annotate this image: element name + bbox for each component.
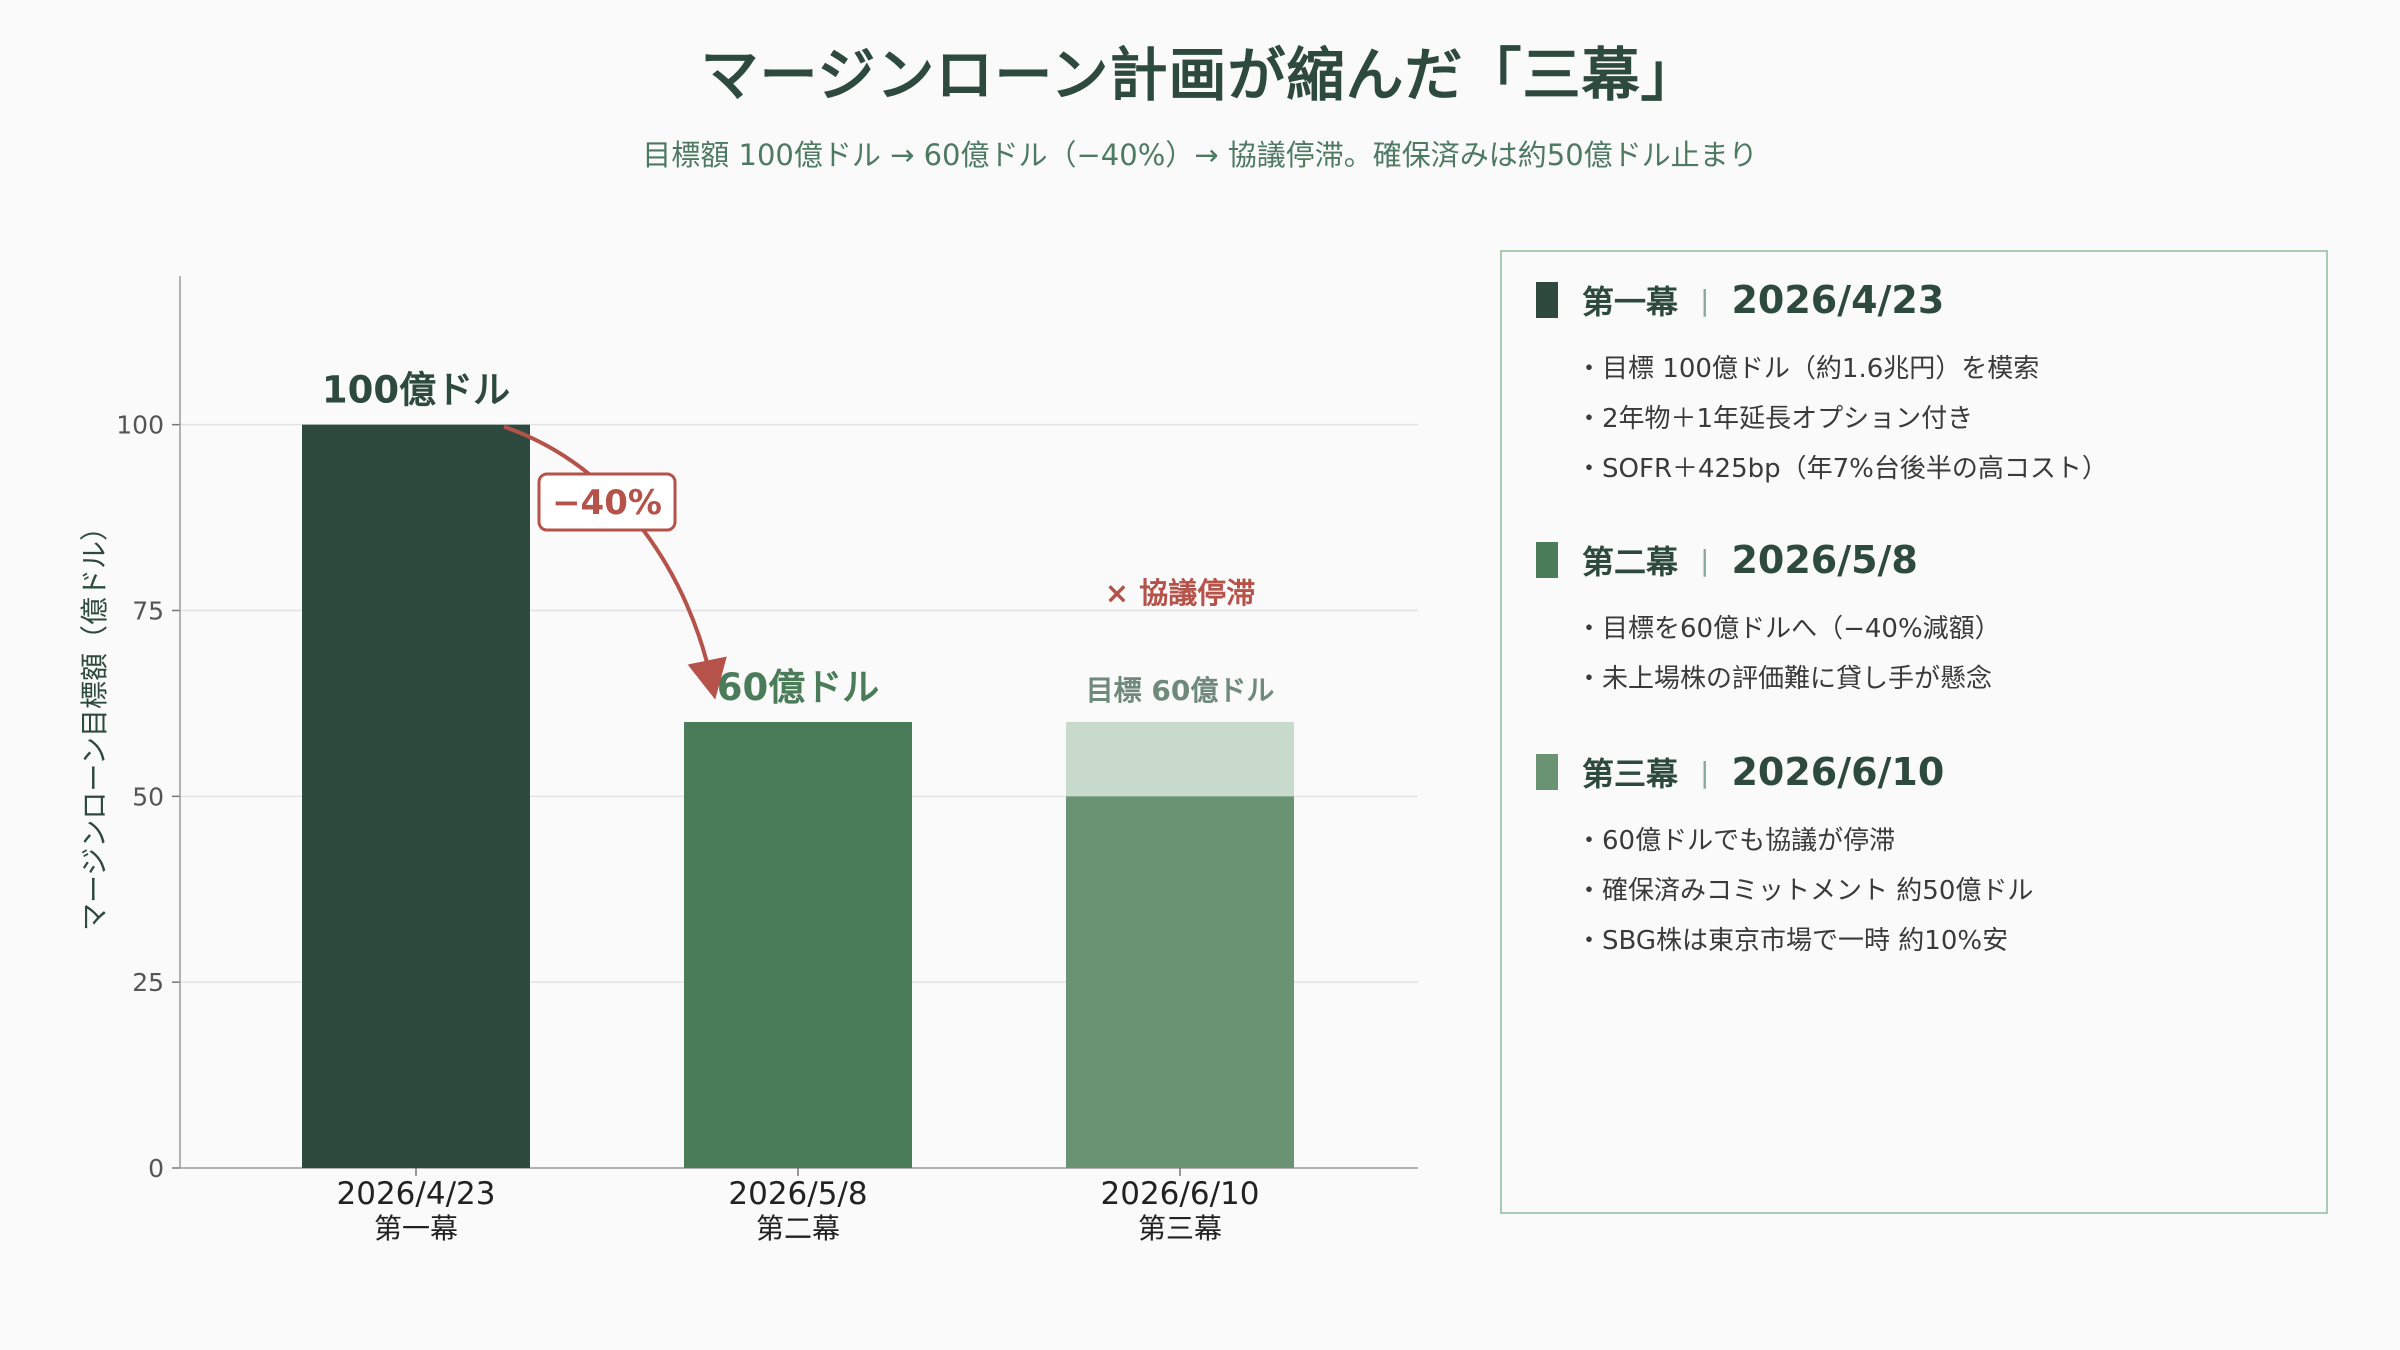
stage-2-name: 第二幕 xyxy=(1582,543,1679,581)
bar-2 xyxy=(684,722,912,1168)
y-axis-label: マージンローン目標額（億ドル） xyxy=(78,513,111,931)
bar-3 xyxy=(1066,796,1294,1168)
change-box xyxy=(537,472,677,532)
y-tick-label: 75 xyxy=(132,597,164,626)
stage-2-marker xyxy=(1536,542,1558,578)
stalled-annotation: × 協議停滞 xyxy=(1105,576,1255,610)
x-tick-date: 2026/6/10 xyxy=(1101,1176,1260,1212)
x-tick-stage: 第二幕 xyxy=(756,1212,840,1245)
stage-3-name: 第三幕 xyxy=(1582,755,1679,793)
bar-target-3 xyxy=(1066,722,1294,797)
stage-1-bullet-2: 2年物＋1年延長オプション付き xyxy=(1576,394,2108,444)
stage-3-block: 第三幕 | 2026/6/10 60億ドルでも協議が停滞 確保済みコミットメント… xyxy=(1536,748,2033,966)
page-title: マージンローン計画が縮んだ「三幕」 xyxy=(700,41,1700,109)
stage-1-bullet-1: 目標 100億ドル（約1.6兆円）を模索 xyxy=(1576,344,2108,394)
page-subtitle: 目標額 100億ドル → 60億ドル（−40%）→ 協議停滞。確保済みは約50億… xyxy=(642,138,1758,172)
stage-2-separator: | xyxy=(1700,543,1710,577)
timeline-panel: 第一幕 | 2026/4/23 目標 100億ドル（約1.6兆円）を模索 2年物… xyxy=(1500,250,2328,1214)
stage-3-date: 2026/6/10 xyxy=(1731,750,1945,794)
stage-2-date: 2026/5/8 xyxy=(1731,538,1918,582)
stage-2-block: 第二幕 | 2026/5/8 目標を60億ドルへ（−40%減額） 未上場株の評価… xyxy=(1536,536,2001,704)
bar-1 xyxy=(302,424,530,1169)
x-tick-date: 2026/4/23 xyxy=(337,1176,496,1212)
y-tick-label: 0 xyxy=(148,1154,164,1183)
stage-3-separator: | xyxy=(1700,755,1710,789)
data-label-2: 60億ドル xyxy=(717,666,880,709)
stage-1-name: 第一幕 xyxy=(1582,283,1679,321)
x-tick-date: 2026/5/8 xyxy=(728,1176,867,1212)
y-tick-label: 100 xyxy=(116,411,164,440)
stage-3-bullet-1: 60億ドルでも協議が停滞 xyxy=(1576,816,2033,866)
y-tick-label: 25 xyxy=(132,968,164,997)
stage-1-block: 第一幕 | 2026/4/23 目標 100億ドル（約1.6兆円）を模索 2年物… xyxy=(1536,276,2108,494)
stage-2-bullet-2: 未上場株の評価難に貸し手が懸念 xyxy=(1576,654,2001,704)
stage-3-bullet-3: SBG株は東京市場で一時 約10%安 xyxy=(1576,916,2033,966)
data-label-3: 目標 60億ドル xyxy=(1086,674,1275,707)
stage-1-separator: | xyxy=(1700,283,1710,317)
stage-3-marker xyxy=(1536,754,1558,790)
change-arrow xyxy=(503,424,727,700)
data-label-1: 100億ドル xyxy=(322,369,510,412)
y-tick-label: 50 xyxy=(132,782,164,811)
stage-1-marker xyxy=(1536,282,1558,318)
stage-1-bullet-3: SOFR＋425bp（年7%台後半の高コスト） xyxy=(1576,444,2108,494)
stage-1-date: 2026/4/23 xyxy=(1731,278,1945,322)
x-tick-stage: 第三幕 xyxy=(1138,1212,1222,1245)
x-tick-stage: 第一幕 xyxy=(374,1212,458,1245)
stage-2-bullet-1: 目標を60億ドルへ（−40%減額） xyxy=(1576,604,2001,654)
change-label: −40% xyxy=(552,483,662,523)
stage-3-bullet-2: 確保済みコミットメント 約50億ドル xyxy=(1576,866,2033,916)
